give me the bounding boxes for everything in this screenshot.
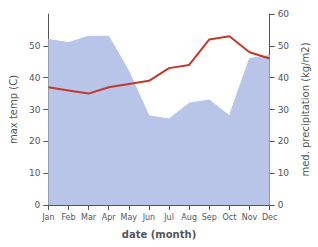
svg-text:Apr: Apr bbox=[102, 213, 117, 222]
svg-text:60: 60 bbox=[278, 9, 290, 19]
svg-text:Feb: Feb bbox=[61, 213, 75, 222]
svg-text:0: 0 bbox=[278, 200, 284, 210]
svg-text:Oct: Oct bbox=[222, 213, 236, 222]
svg-text:40: 40 bbox=[29, 73, 41, 83]
svg-text:Aug: Aug bbox=[181, 213, 197, 222]
svg-text:Mar: Mar bbox=[81, 213, 97, 222]
svg-text:med. precipitation (kg/m2): med. precipitation (kg/m2) bbox=[300, 42, 311, 176]
svg-text:50: 50 bbox=[29, 41, 41, 51]
svg-text:50: 50 bbox=[278, 41, 290, 51]
svg-text:max temp (C): max temp (C) bbox=[8, 75, 19, 144]
svg-text:30: 30 bbox=[29, 105, 41, 115]
svg-text:40: 40 bbox=[278, 73, 290, 83]
svg-text:Jul: Jul bbox=[163, 213, 174, 222]
svg-text:Dec: Dec bbox=[262, 213, 277, 222]
svg-text:20: 20 bbox=[278, 136, 290, 146]
svg-text:Jun: Jun bbox=[142, 213, 156, 222]
svg-text:0: 0 bbox=[35, 200, 41, 210]
svg-text:May: May bbox=[121, 213, 138, 222]
svg-text:20: 20 bbox=[29, 136, 41, 146]
svg-text:Jan: Jan bbox=[41, 213, 54, 222]
svg-text:10: 10 bbox=[278, 168, 290, 178]
svg-text:30: 30 bbox=[278, 105, 290, 115]
svg-text:Sep: Sep bbox=[202, 213, 217, 222]
svg-text:date (month): date (month) bbox=[122, 229, 196, 240]
svg-text:10: 10 bbox=[29, 168, 41, 178]
svg-text:Nov: Nov bbox=[242, 213, 258, 222]
